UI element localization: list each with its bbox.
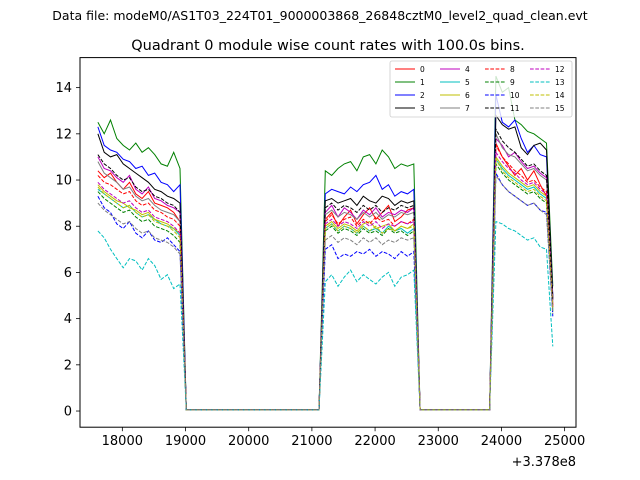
legend-label-15: 15 [555,104,565,113]
legend-label-8: 8 [510,65,515,74]
y-tick-label: 8 [64,220,72,235]
series-line-3 [97,113,554,411]
x-tick-label: 24000 [481,434,522,449]
legend-label-0: 0 [420,65,425,74]
legend-label-13: 13 [555,78,565,87]
legend-label-11: 11 [510,104,520,113]
legend-box [389,60,573,118]
legend-label-2: 2 [420,91,425,100]
x-tick-label: 22000 [354,434,395,449]
legend-label-5: 5 [465,78,470,87]
y-tick-label: 14 [55,81,72,96]
legend-label-10: 10 [510,91,520,100]
x-tick-label: 25000 [544,434,585,449]
y-tick-label: 6 [64,266,72,281]
legend-label-9: 9 [510,78,515,87]
legend-label-3: 3 [420,104,425,113]
x-offset-label: +3.378e8 [512,455,576,470]
series-line-15 [97,173,554,411]
x-tick-label: 21000 [291,434,332,449]
legend-label-4: 4 [465,65,470,74]
x-tick-label: 23000 [418,434,459,449]
legend-label-6: 6 [465,91,470,100]
legend-label-7: 7 [465,104,470,113]
x-tick-label: 20000 [228,434,269,449]
x-tick-label: 19000 [165,434,206,449]
y-axis: 0 2 4 6 8 10 12 14 [55,81,80,420]
legend-label-14: 14 [555,91,565,100]
y-tick-label: 10 [55,174,72,189]
plot-frame [79,57,577,428]
x-tick-label: 18000 [102,434,143,449]
legend-label-1: 1 [420,78,425,87]
series-lines [97,75,554,411]
x-axis: 18000 19000 20000 21000 22000 23000 24000 25000 [102,427,585,449]
y-tick-label: 12 [55,127,72,142]
y-tick-label: 0 [64,405,72,420]
y-tick-label: 4 [64,312,72,327]
chart-title: Quadrant 0 module wise count rates with … [131,38,525,54]
suptitle: Data file: modeM0/AS1T03_224T01_90000038… [52,8,587,23]
legend-label-12: 12 [555,65,565,74]
y-tick-label: 2 [64,358,72,373]
